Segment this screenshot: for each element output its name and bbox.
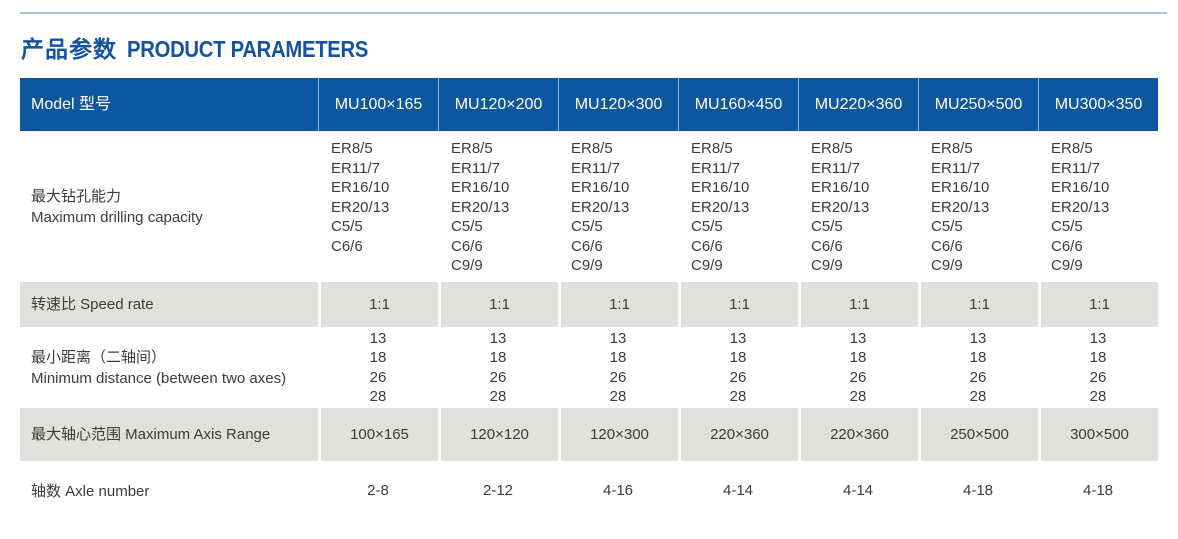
min-distance-label-en: Minimum distance (between two axes) — [31, 369, 287, 387]
axis-range-cell: 120×120 — [438, 408, 558, 461]
axis-range-cell: 250×500 — [918, 408, 1038, 461]
axis-range-cell: 120×300 — [558, 408, 678, 461]
min-distance-label-zh: 最小距离（二轴间） — [31, 348, 167, 366]
drilling-capacity-label: 最大钻孔能力 Maximum drilling capacity — [20, 131, 318, 282]
drilling-capacity-cell: ER8/5 ER11/7 ER16/10 ER20/13 C5/5 C6/6 — [331, 140, 390, 255]
min-distance-cell: 13 18 26 28 — [369, 329, 387, 406]
row-axis-range: 最大轴心范围 Maximum Axis Range 100×165 120×12… — [20, 408, 1158, 461]
min-distance-cell: 13 18 26 28 — [609, 329, 627, 406]
speed-rate-cell: 1:1 — [438, 282, 558, 327]
axis-range-cell: 220×360 — [678, 408, 798, 461]
top-divider — [20, 12, 1167, 14]
axle-number-cell: 2-8 — [367, 482, 389, 500]
drilling-capacity-label-en: Maximum drilling capacity — [31, 208, 203, 226]
model-header-cell: MU250×500 — [918, 78, 1038, 131]
model-header-cell: MU100×165 — [318, 78, 438, 131]
row-drilling-capacity: 最大钻孔能力 Maximum drilling capacity ER8/5 E… — [20, 131, 1158, 282]
drilling-capacity-cell: ER8/5 ER11/7 ER16/10 ER20/13 C5/5 C6/6 C… — [1051, 140, 1110, 274]
row-axle-number: 轴数 Axle number 2-8 2-12 4-16 4-14 4-14 4… — [20, 461, 1158, 521]
model-column-header: Model 型号 — [31, 96, 112, 113]
parameters-table: Model 型号 MU100×165 MU120×200 MU120×300 M… — [20, 78, 1158, 521]
axle-number-cell: 4-18 — [962, 482, 994, 500]
model-header-cell: MU220×360 — [798, 78, 918, 131]
min-distance-cell: 13 18 26 28 — [489, 329, 507, 406]
min-distance-cell: 13 18 26 28 — [1089, 329, 1107, 406]
axis-range-cell: 220×360 — [798, 408, 918, 461]
row-speed-rate: 转速比 Speed rate 1:1 1:1 1:1 1:1 1:1 1:1 1… — [20, 282, 1158, 327]
page-title: 产品参数 PRODUCT PARAMETERS — [21, 30, 1178, 64]
axle-number-cell: 4-14 — [842, 482, 874, 500]
min-distance-cell: 13 18 26 28 — [729, 329, 747, 406]
speed-rate-cell: 1:1 — [558, 282, 678, 327]
min-distance-cell: 13 18 26 28 — [849, 329, 867, 406]
model-header-cell: MU120×200 — [438, 78, 558, 131]
page-title-zh: 产品参数 — [21, 36, 117, 62]
speed-rate-cell: 1:1 — [798, 282, 918, 327]
speed-rate-cell: 1:1 — [678, 282, 798, 327]
speed-rate-label: 转速比 Speed rate — [20, 282, 318, 327]
table-header-row: Model 型号 MU100×165 MU120×200 MU120×300 M… — [20, 78, 1158, 131]
axle-number-cell: 2-12 — [482, 482, 514, 500]
page-title-en: PRODUCT PARAMETERS — [127, 36, 369, 62]
speed-rate-cell: 1:1 — [918, 282, 1038, 327]
model-header-cell: MU300×350 — [1038, 78, 1158, 131]
drilling-capacity-cell: ER8/5 ER11/7 ER16/10 ER20/13 C5/5 C6/6 C… — [811, 140, 870, 274]
model-header-cell: MU120×300 — [558, 78, 678, 131]
axis-range-cell: 100×165 — [318, 408, 438, 461]
min-distance-label: 最小距离（二轴间） Minimum distance (between two … — [20, 327, 318, 408]
speed-rate-cell: 1:1 — [318, 282, 438, 327]
axle-number-cell: 4-16 — [602, 482, 634, 500]
drilling-capacity-cell: ER8/5 ER11/7 ER16/10 ER20/13 C5/5 C6/6 C… — [691, 140, 750, 274]
axle-number-cell: 4-18 — [1082, 482, 1114, 500]
model-header-cell: MU160×450 — [678, 78, 798, 131]
row-min-distance: 最小距离（二轴间） Minimum distance (between two … — [20, 327, 1158, 408]
drilling-capacity-label-zh: 最大钻孔能力 — [31, 187, 122, 205]
min-distance-cell: 13 18 26 28 — [969, 329, 987, 406]
drilling-capacity-cell: ER8/5 ER11/7 ER16/10 ER20/13 C5/5 C6/6 C… — [571, 140, 630, 274]
axle-number-cell: 4-14 — [722, 482, 754, 500]
axle-number-label: 轴数 Axle number — [31, 482, 150, 500]
speed-rate-cell: 1:1 — [1038, 282, 1158, 327]
drilling-capacity-cell: ER8/5 ER11/7 ER16/10 ER20/13 C5/5 C6/6 C… — [451, 140, 510, 274]
axis-range-label: 最大轴心范围 Maximum Axis Range — [20, 408, 318, 461]
drilling-capacity-cell: ER8/5 ER11/7 ER16/10 ER20/13 C5/5 C6/6 C… — [931, 140, 990, 274]
page: 产品参数 PRODUCT PARAMETERS Model 型号 MU100×1… — [0, 12, 1178, 521]
axis-range-cell: 300×500 — [1038, 408, 1158, 461]
